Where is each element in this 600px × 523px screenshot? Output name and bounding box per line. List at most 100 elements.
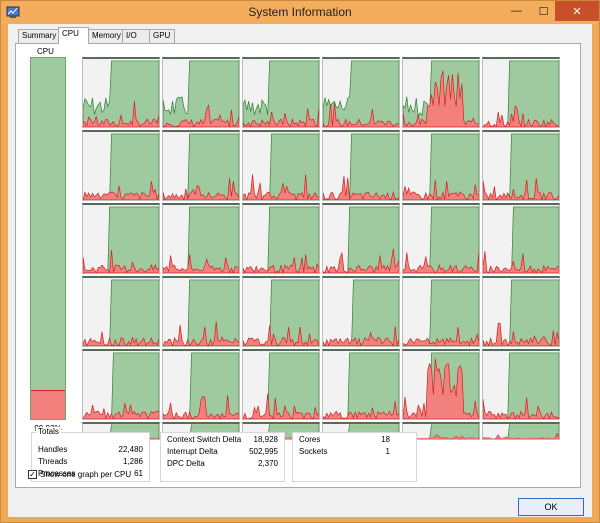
tab-io[interactable]: I/O	[122, 29, 150, 43]
cores-label: Cores	[299, 435, 321, 444]
kernel-time-area	[83, 403, 159, 419]
user-time-area	[403, 279, 479, 346]
processes-label: Processes	[38, 469, 76, 478]
cpu-graph-4	[322, 57, 400, 128]
kernel-time-area	[163, 321, 239, 346]
maximize-button[interactable]: ☐	[538, 5, 549, 18]
cpu-kernel-fill	[31, 390, 65, 419]
dpc-label: DPC Delta	[167, 459, 205, 468]
user-time-area	[323, 60, 399, 127]
user-time-area	[323, 133, 399, 200]
cpu-graph-14	[162, 203, 240, 274]
checkbox-label: Show one graph per CPU	[40, 470, 132, 479]
kernel-time-area	[163, 178, 239, 200]
cpu-graph-35	[402, 422, 480, 440]
totals-row-processes: Processes 61	[38, 469, 143, 479]
per-cpu-graph-grid	[82, 57, 562, 440]
cpu-graph-28	[322, 349, 400, 420]
deltas-row-dpc: DPC Delta 2,370	[167, 459, 278, 469]
totals-title: Totals	[36, 427, 61, 436]
cpu-graph-23	[402, 276, 480, 347]
app-icon	[6, 6, 20, 18]
user-time-area	[483, 206, 559, 273]
kernel-time-area	[243, 325, 319, 346]
cpu-graph-17	[402, 203, 480, 274]
cpu-total-label: CPU	[37, 47, 54, 56]
user-time-area	[483, 279, 559, 346]
deltas-row-context-switch: Context Switch Delta 18,928	[167, 435, 278, 445]
kernel-time-area	[243, 254, 319, 273]
cpu-graph-13	[82, 203, 160, 274]
kernel-time-area	[483, 105, 559, 127]
user-time-area	[163, 206, 239, 273]
tab-memory[interactable]: Memory	[88, 29, 123, 43]
cpu-graph-29	[402, 349, 480, 420]
user-time-area	[403, 424, 479, 439]
threads-label: Threads	[38, 457, 68, 466]
cpu-graph-25	[82, 349, 160, 420]
totals-row-handles: Handles 22,480	[38, 445, 143, 455]
tab-cpu[interactable]: CPU	[58, 27, 89, 44]
cpu-tab-page: CPU 99.93% Totals Handles 22,480 Threads…	[15, 43, 581, 488]
close-button[interactable]: ✕	[555, 1, 599, 21]
cpu-graph-19	[82, 276, 160, 347]
cpu-graph-1	[82, 57, 160, 128]
handles-value: 22,480	[118, 445, 143, 454]
ok-button[interactable]: OK	[518, 498, 584, 516]
cpu-graph-18	[482, 203, 560, 274]
sockets-value: 1	[385, 447, 390, 456]
sockets-label: Sockets	[299, 447, 328, 456]
user-time-area	[403, 133, 479, 200]
context-switch-value: 18,928	[253, 435, 278, 444]
dialog-body: Summary CPU Memory I/O GPU CPU 99.93% To…	[8, 24, 592, 517]
interrupt-label: Interrupt Delta	[167, 447, 218, 456]
cpu-graph-20	[162, 276, 240, 347]
user-time-area	[243, 279, 319, 346]
user-time-area	[243, 352, 319, 419]
user-time-area	[163, 133, 239, 200]
kernel-time-area	[163, 254, 239, 273]
cpu-graph-15	[242, 203, 320, 274]
kernel-time-area	[323, 400, 399, 419]
user-time-area	[323, 206, 399, 273]
kernel-time-area	[323, 248, 399, 273]
deltas-group: Context Switch Delta 18,928 Interrupt De…	[160, 432, 285, 482]
user-time-area	[323, 279, 399, 346]
kernel-time-area	[83, 101, 159, 127]
kernel-time-area	[163, 394, 239, 419]
user-time-area	[483, 352, 559, 419]
checkbox-box[interactable]: ✓	[28, 470, 37, 479]
kernel-time-area	[483, 251, 559, 273]
user-time-area	[243, 206, 319, 273]
kernel-time-area	[323, 102, 399, 127]
user-time-area	[483, 133, 559, 200]
cpu-graph-8	[162, 130, 240, 201]
handles-label: Handles	[38, 445, 68, 454]
kernel-time-area	[243, 107, 319, 127]
processes-value: 61	[134, 469, 143, 478]
cpu-graph-24	[482, 276, 560, 347]
user-time-area	[163, 352, 239, 419]
kernel-time-area	[403, 179, 479, 200]
user-time-area	[163, 60, 239, 127]
cpu-graph-12	[482, 130, 560, 201]
tab-gpu[interactable]: GPU	[149, 29, 175, 43]
window-title: System Information	[248, 5, 352, 19]
kernel-time-area	[483, 433, 559, 439]
minimize-button[interactable]: —	[511, 5, 522, 17]
cpu-graph-10	[322, 130, 400, 201]
user-time-area	[243, 133, 319, 200]
kernel-time-area	[483, 322, 559, 346]
kernel-time-area	[243, 174, 319, 200]
kernel-time-area	[403, 358, 479, 419]
title-bar[interactable]: System Information — ☐ ✕	[1, 1, 599, 24]
cpu-total-graph	[30, 57, 66, 420]
cpu-graph-22	[322, 276, 400, 347]
kernel-time-area	[323, 176, 399, 200]
topology-row-sockets: Sockets 1	[299, 447, 410, 457]
kernel-time-area	[403, 326, 479, 346]
tab-summary[interactable]: Summary	[18, 29, 59, 43]
dpc-value: 2,370	[257, 459, 278, 468]
cpu-graph-7	[82, 130, 160, 201]
